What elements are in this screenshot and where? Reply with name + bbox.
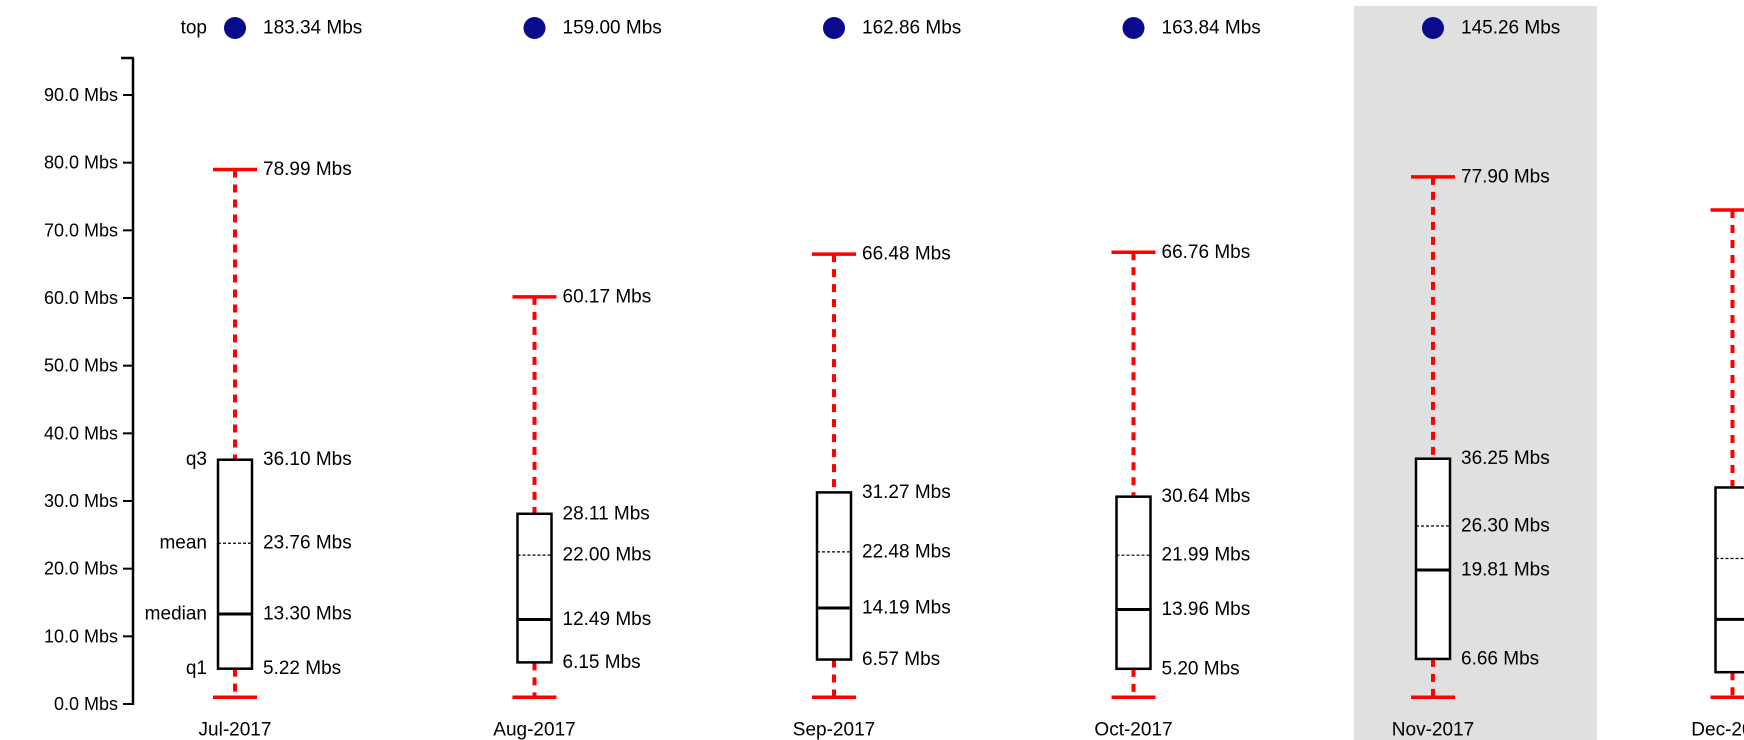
highlight-layer [1354,6,1597,740]
top-value-label: 159.00 Mbs [563,18,662,39]
top-marker [224,17,246,39]
iqr-box [516,512,553,664]
y-axis: 0.0 Mbs 10.0 Mbs 20.0 Mbs 30.0 Mbs 40.0 Mbs 5… [44,56,135,714]
top-value-label: 183.34 Mbs [263,18,362,39]
iqr-box [815,491,853,661]
labels-layer: 183.34 Mbs 78.99 Mbs 36.10 Mbs 23.76 Mbs 13.… [145,18,1744,740]
y-tick-label: 20.0 Mbs [44,559,118,579]
x-category-label: Aug-2017 [493,720,575,740]
top-value-label: 162.86 Mbs [862,18,961,39]
y-tick-label: 70.0 Mbs [44,220,118,240]
top-value-label: 145.26 Mbs [1461,18,1560,39]
top-value-label: 163.84 Mbs [1162,18,1261,39]
x-category-label: Sep-2017 [793,720,875,740]
whisker-high-label: 66.76 Mbs [1162,242,1251,263]
q3-label: 36.25 Mbs [1461,448,1550,469]
top-marker [823,17,845,39]
boxes-layer [213,17,1744,699]
whisker-high-label: 78.99 Mbs [263,159,352,180]
x-category-label: Dec-2017 [1691,720,1744,740]
q3-label: 28.11 Mbs [563,503,650,524]
stat-name-median: median [145,604,207,625]
whisker-high-label: 60.17 Mbs [563,286,652,307]
q1-label: 6.57 Mbs [862,649,940,670]
x-category-label: Jul-2017 [199,720,272,740]
q1-label: 6.66 Mbs [1461,648,1539,669]
q3-label: 30.64 Mbs [1162,486,1251,507]
iqr-box [1714,486,1744,674]
stat-name-top: top [181,18,207,39]
median-label: 12.49 Mbs [563,609,652,630]
y-tick-label: 10.0 Mbs [44,626,118,646]
q1-label: 6.15 Mbs [563,652,641,673]
x-category-label: Oct-2017 [1094,720,1172,740]
iqr-box [216,458,254,670]
top-marker [1122,17,1145,39]
median-label: 19.81 Mbs [1461,559,1550,580]
y-tick-label: 50.0 Mbs [44,356,118,376]
stat-name-q1: q1 [186,658,207,679]
whisker-high-label: 77.90 Mbs [1461,166,1550,187]
y-tick-label: 30.0 Mbs [44,491,118,511]
median-label: 14.19 Mbs [862,597,951,618]
highlight-column [1354,6,1597,740]
x-category-label: Nov-2017 [1392,720,1474,740]
median-label: 13.30 Mbs [263,604,352,625]
y-tick-label: 0.0 Mbs [54,694,118,714]
y-tick-label: 90.0 Mbs [44,85,118,105]
mean-label: 22.48 Mbs [862,541,951,562]
y-tick-label: 40.0 Mbs [44,423,118,443]
q1-label: 5.22 Mbs [263,658,341,679]
whisker-high-label: 66.48 Mbs [862,244,951,265]
q3-label: 31.27 Mbs [862,482,951,503]
mean-label: 21.99 Mbs [1162,545,1251,566]
q1-label: 5.20 Mbs [1162,658,1240,679]
mean-label: 26.30 Mbs [1461,516,1550,537]
iqr-box [1115,495,1152,671]
q3-label: 36.10 Mbs [263,449,352,470]
top-marker [523,17,546,39]
y-tick-label: 60.0 Mbs [44,288,118,308]
y-tick-label: 80.0 Mbs [44,153,118,173]
top-marker [1422,17,1444,39]
median-label: 13.96 Mbs [1162,599,1251,620]
stat-name-q3: q3 [186,449,207,470]
mean-label: 23.76 Mbs [263,533,352,554]
stat-name-mean: mean [159,533,207,554]
iqr-box [1414,457,1452,661]
mean-label: 22.00 Mbs [563,545,652,566]
